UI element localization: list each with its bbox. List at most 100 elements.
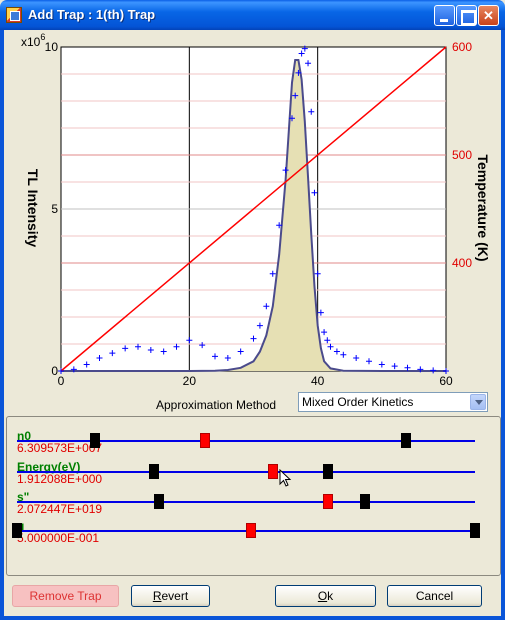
lower-bound-handle[interactable] [89,433,100,448]
title-bar: Add Trap : 1(th) Trap ✕ [0,0,505,30]
close-button[interactable]: ✕ [478,5,499,26]
fit-curve-line [61,59,446,372]
cancel-button[interactable]: Cancel [387,585,482,607]
data-point [333,348,340,355]
ok-label: k [327,589,334,603]
data-point [314,270,321,277]
data-point [443,368,449,374]
remove-trap-button[interactable]: Remove Trap [12,585,119,607]
lower-bound-handle[interactable] [149,464,160,479]
temperature-line [60,46,447,372]
data-point [292,92,299,99]
param-value: 6.309573E+007 [17,441,103,455]
data-point [282,167,289,174]
approx-method-select[interactable]: Mixed Order Kinetics [298,392,488,412]
param-value: 1.912088E+000 [17,472,103,486]
revert-button[interactable]: Revert [131,585,210,607]
window-title: Add Trap : 1(th) Trap [28,7,156,22]
dropdown-arrow-icon[interactable] [470,394,486,410]
data-point [378,361,385,368]
tl-chart: 0 20 40 60 0 5 10 400 500 600 TL Intensity Temper… [4,30,501,415]
window-frame-left [0,30,4,620]
data-point [250,335,257,342]
lower-bound-handle[interactable] [153,494,164,509]
param-row-g: g 5.000000E-001 [7,519,500,549]
data-point [321,329,328,336]
upper-bound-handle[interactable] [401,433,412,448]
multiplier-exponent: 6 [40,32,45,42]
ok-button[interactable]: Ok [275,585,376,607]
param-slider-track[interactable] [17,471,475,473]
data-point [308,108,315,115]
revert-hotkey: R [152,589,162,603]
data-point [289,115,295,122]
x-tick-label: 0 [58,374,65,388]
data-point [311,189,318,196]
trap-params-panel: n0 6.309573E+007 Energy(eV) 1.912088E+00… [6,416,501,576]
param-slider-track[interactable] [17,501,475,503]
data-point [366,358,372,365]
data-point [430,367,437,374]
param-value: 5.000000E-001 [17,531,100,545]
value-handle[interactable] [245,523,256,538]
value-handle[interactable] [199,433,210,448]
data-point [224,355,231,362]
data-point [96,355,103,362]
revert-label: evert [161,589,189,603]
param-row-n0: n0 6.309573E+007 [7,429,500,459]
value-handle[interactable] [323,494,334,509]
multiplier-base: x10 [21,35,41,49]
data-point [317,309,324,316]
data-point [327,343,334,350]
value-handle[interactable] [268,464,279,479]
lower-bound-handle[interactable] [12,523,22,538]
data-point [212,353,218,360]
y-tick-label: 5 [51,202,58,216]
data-point [391,363,398,370]
approx-method-value: Mixed Order Kinetics [302,395,414,409]
data-point [276,222,283,229]
data-point [298,50,305,57]
param-row-s: s" 2.072447E+019 [7,490,500,520]
param-name: s" [17,490,30,504]
data-point [122,345,129,352]
maximize-button[interactable] [456,5,477,26]
upper-bound-handle[interactable] [360,494,371,509]
y-tick-label: 0 [51,364,58,378]
x-tick-label: 40 [311,374,325,388]
param-row-energy: Energy(eV) 1.912088E+000 [7,460,500,490]
window-frame-bottom [0,616,505,620]
param-slider-track[interactable] [17,440,475,442]
data-point [70,366,77,373]
param-value: 2.072447E+019 [17,502,103,516]
window-frame-right [501,30,505,620]
param-name: Energy(eV) [17,460,81,474]
multiplier-label: x106 [21,32,45,49]
x-tick-label: 20 [183,374,197,388]
data-point [237,348,244,355]
data-point [83,361,90,368]
upper-bound-handle[interactable] [323,464,334,479]
data-point [269,270,276,277]
data-point [135,343,141,350]
data-point [147,346,154,353]
data-point [160,348,167,355]
y2-tick-label: 600 [452,40,472,54]
data-point [404,364,411,371]
data-point [353,355,360,362]
minimize-button[interactable] [434,5,455,26]
y2-tick-label: 400 [452,256,472,270]
upper-bound-handle[interactable] [470,523,480,538]
data-point [256,322,263,329]
data-point [301,45,308,52]
data-point [173,343,180,350]
data-point [186,337,193,344]
y-tick-label: 10 [45,40,59,54]
data-point [263,303,270,310]
x-tick-label: 60 [439,374,453,388]
data-point [417,366,424,373]
measured-series [58,45,449,374]
data-point [324,337,331,344]
data-point [340,351,347,358]
y-axis-label: TL Intensity [25,169,41,248]
